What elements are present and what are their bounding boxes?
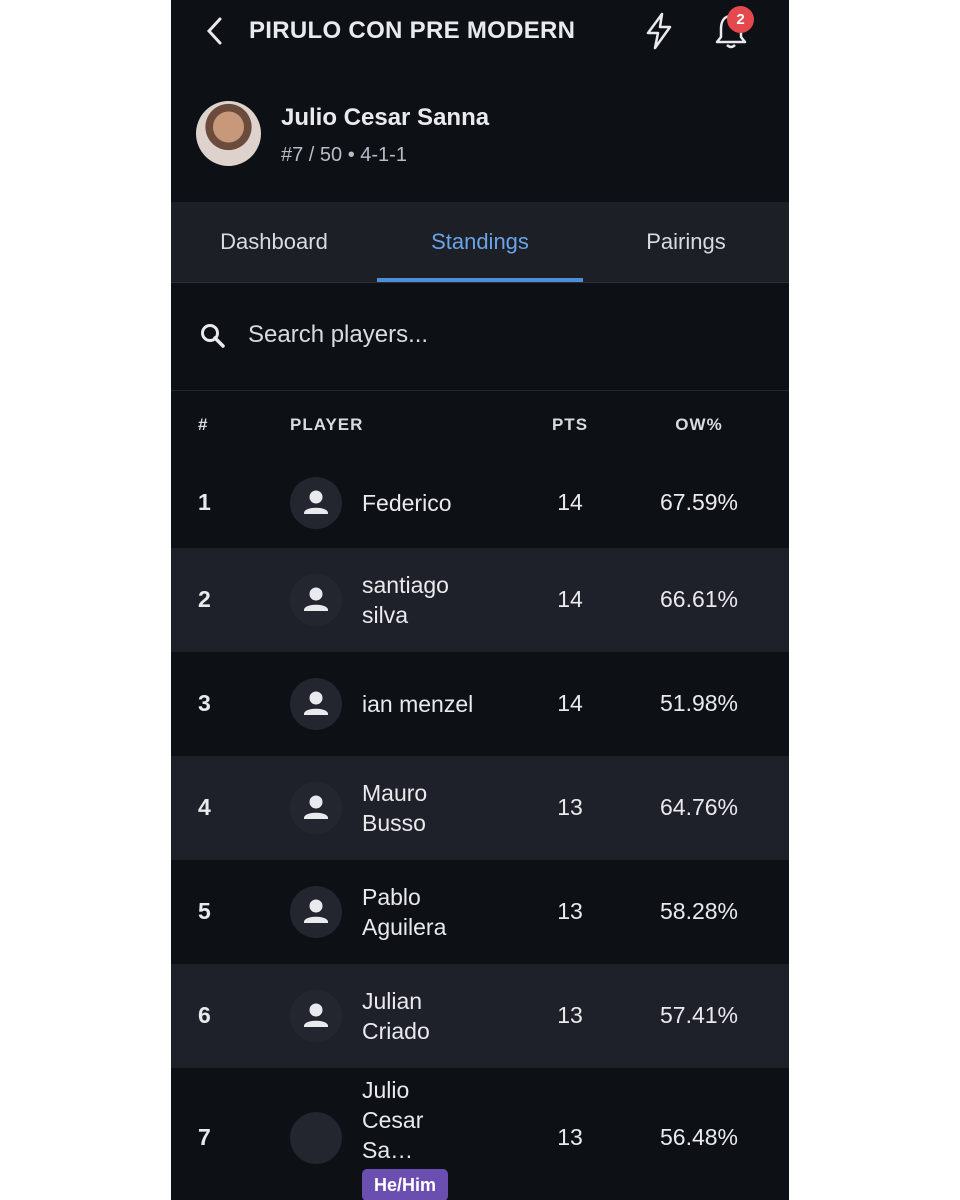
column-header: OW%	[675, 415, 723, 434]
rank: 7	[198, 1124, 211, 1150]
player-name: santiago silva	[362, 572, 449, 628]
player-avatar	[290, 678, 342, 730]
column-header: PTS	[551, 415, 589, 434]
standing-row[interactable]: 6 Julian Criado 13 57.41%	[171, 964, 789, 1068]
player-name-cell: Federico	[362, 488, 474, 518]
opponent-win-pct: 51.98%	[659, 690, 738, 716]
tab[interactable]: Dashboard	[220, 229, 328, 254]
player-avatar	[290, 1112, 342, 1164]
rank: 4	[198, 794, 211, 820]
player-name-cell: ian menzel	[362, 689, 474, 719]
opponent-win-pct: 57.41%	[659, 1002, 738, 1028]
search-icon	[201, 324, 225, 348]
player-name-cell: santiago silva	[362, 570, 474, 630]
tab[interactable]: Pairings	[646, 229, 726, 254]
opponent-win-pct: 66.61%	[659, 586, 738, 612]
opponent-win-pct: 64.76%	[659, 794, 738, 820]
column-header: #	[198, 415, 209, 434]
points: 13	[557, 898, 583, 924]
search-input[interactable]: Search players...	[248, 321, 429, 348]
player-avatar	[290, 782, 342, 834]
opponent-win-pct: 67.59%	[659, 488, 738, 515]
app: PIRULO CON PRE MODERN 2 Julio Cesar Sann…	[171, 0, 789, 1200]
player-avatar	[290, 886, 342, 938]
tab[interactable]: Standings	[377, 202, 583, 282]
points: 14	[557, 586, 583, 612]
rank: 2	[198, 586, 211, 612]
player-name: Federico	[362, 489, 452, 516]
player-name: Julian Criado	[362, 988, 430, 1044]
pronoun-badge: He/Him	[362, 1169, 449, 1200]
standing-row[interactable]: 4 Mauro Busso 13 64.76%	[171, 756, 789, 860]
profile-subtitle: #7 / 50 • 4-1-1	[281, 144, 407, 166]
person-icon	[304, 1003, 328, 1027]
points: 13	[557, 794, 583, 820]
standing-row[interactable]: 5 Pablo Aguilera 13 58.28%	[171, 860, 789, 964]
person-icon	[304, 899, 328, 923]
back-button[interactable]	[203, 16, 227, 46]
standing-row[interactable]: 7 Julio Cesar Sa… He/Him 13 56.48%	[171, 1068, 789, 1200]
player-name-cell: Julian Criado	[362, 986, 474, 1046]
notification-badge: 2	[727, 6, 754, 33]
rank: 5	[198, 898, 211, 924]
person-icon	[304, 587, 328, 611]
person-icon	[304, 490, 328, 514]
player-name-cell: Julio Cesar Sa… He/Him	[362, 1075, 474, 1200]
opponent-win-pct: 58.28%	[659, 898, 738, 924]
profile-name: Julio Cesar Sanna	[281, 104, 490, 131]
player-name: Mauro Busso	[362, 780, 428, 836]
player-name: Pablo Aguilera	[362, 884, 447, 940]
points: 13	[557, 1124, 583, 1150]
column-header: PLAYER	[290, 415, 364, 434]
player-name-cell: Mauro Busso	[362, 778, 474, 838]
player-name: Julio Cesar Sa…	[362, 1077, 424, 1163]
rank: 3	[198, 690, 211, 716]
standing-row[interactable]: 2 santiago silva 14 66.61%	[171, 548, 789, 652]
table-header: # PLAYER PTS OW%	[171, 390, 789, 458]
rank: 1	[198, 488, 211, 515]
person-icon	[304, 795, 328, 819]
opponent-win-pct: 56.48%	[659, 1124, 738, 1150]
player-avatar	[290, 476, 342, 529]
profile-avatar	[196, 101, 261, 166]
player-name: ian menzel	[362, 691, 474, 717]
points: 14	[557, 690, 583, 716]
player-name-cell: Pablo Aguilera	[362, 882, 474, 942]
person-icon	[304, 691, 328, 715]
header-title: PIRULO CON PRE MODERN	[249, 17, 576, 44]
points: 13	[557, 1002, 583, 1028]
player-avatar	[290, 574, 342, 626]
standing-row[interactable]: 3 ian menzel 14 51.98%	[171, 652, 789, 756]
lightning-icon[interactable]	[643, 12, 675, 50]
standing-row[interactable]: 1 Federico 14 67.59%	[171, 457, 789, 548]
player-avatar	[290, 990, 342, 1042]
tab-bar: Dashboard Standings Pairings	[171, 202, 789, 283]
points: 14	[557, 488, 583, 515]
rank: 6	[198, 1002, 211, 1028]
